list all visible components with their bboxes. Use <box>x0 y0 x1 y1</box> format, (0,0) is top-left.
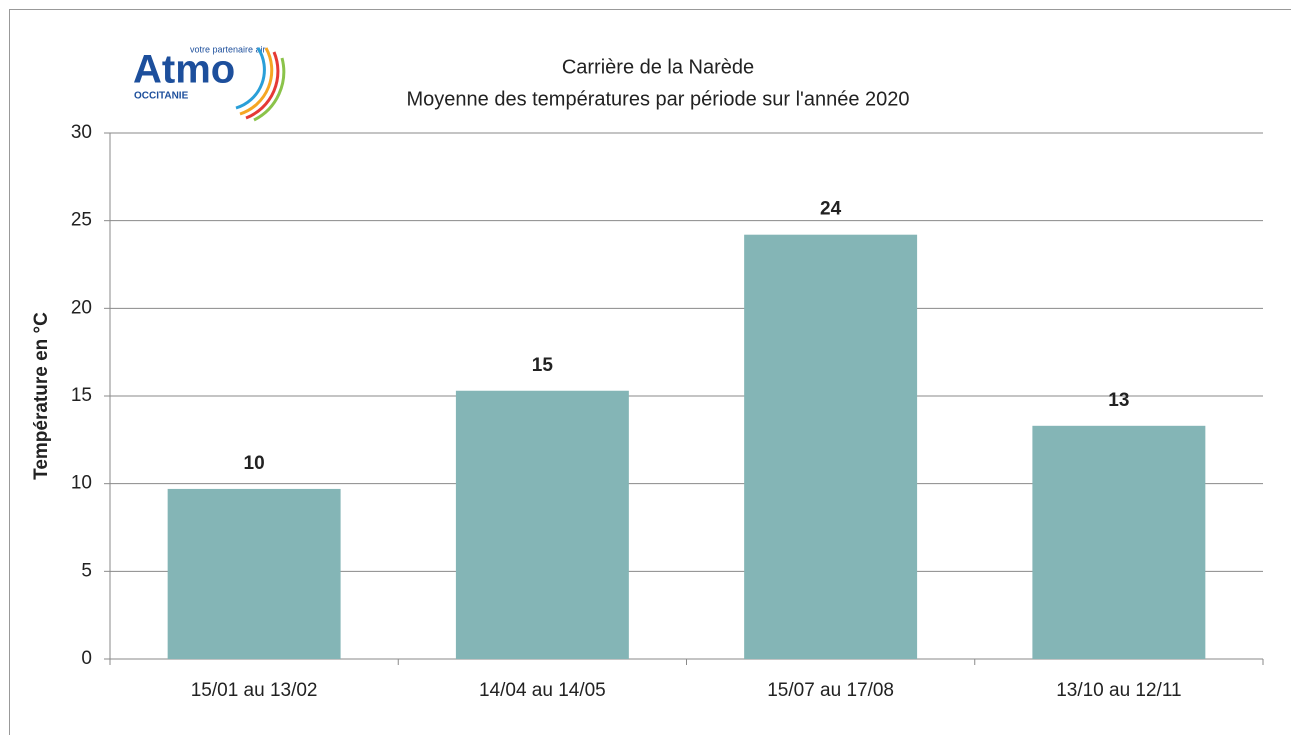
y-tick-label: 0 <box>81 648 92 669</box>
y-tick-label: 20 <box>71 297 92 318</box>
y-axis-label: Température en °C <box>31 312 52 480</box>
frame <box>9 9 1291 735</box>
y-tick-label: 30 <box>71 122 92 143</box>
bar <box>1032 425 1206 659</box>
x-tick-label: 14/04 au 14/05 <box>479 680 606 701</box>
logo-tagline: votre partenaire air <box>190 44 266 54</box>
bar <box>455 390 629 659</box>
bar <box>167 488 341 659</box>
chart-subtitle: Moyenne des températures par période sur… <box>406 88 909 110</box>
data-label: 13 <box>1108 390 1129 411</box>
logo-arc <box>253 57 286 122</box>
logo: Atmo votre partenaire air OCCITANIE <box>133 44 286 122</box>
y-tick-label: 25 <box>71 210 92 231</box>
bar <box>744 234 918 659</box>
y-tick-label: 15 <box>71 385 92 406</box>
logo-arc <box>245 51 280 120</box>
x-tick-label: 15/01 au 13/02 <box>191 680 318 701</box>
data-label: 15 <box>532 355 554 376</box>
logo-region: OCCITANIE <box>134 91 189 102</box>
data-label: 10 <box>244 453 265 474</box>
x-tick-label: 15/07 au 17/08 <box>767 680 894 701</box>
y-tick-label: 10 <box>71 473 92 494</box>
chart-title: Carrière de la Narède <box>562 56 754 78</box>
x-tick-label: 13/10 au 12/11 <box>1056 680 1181 701</box>
logo-name: Atmo <box>133 48 235 92</box>
logo-arc <box>235 47 266 110</box>
y-tick-label: 5 <box>81 560 92 581</box>
logo-arc <box>239 47 274 116</box>
data-label: 24 <box>820 199 842 220</box>
